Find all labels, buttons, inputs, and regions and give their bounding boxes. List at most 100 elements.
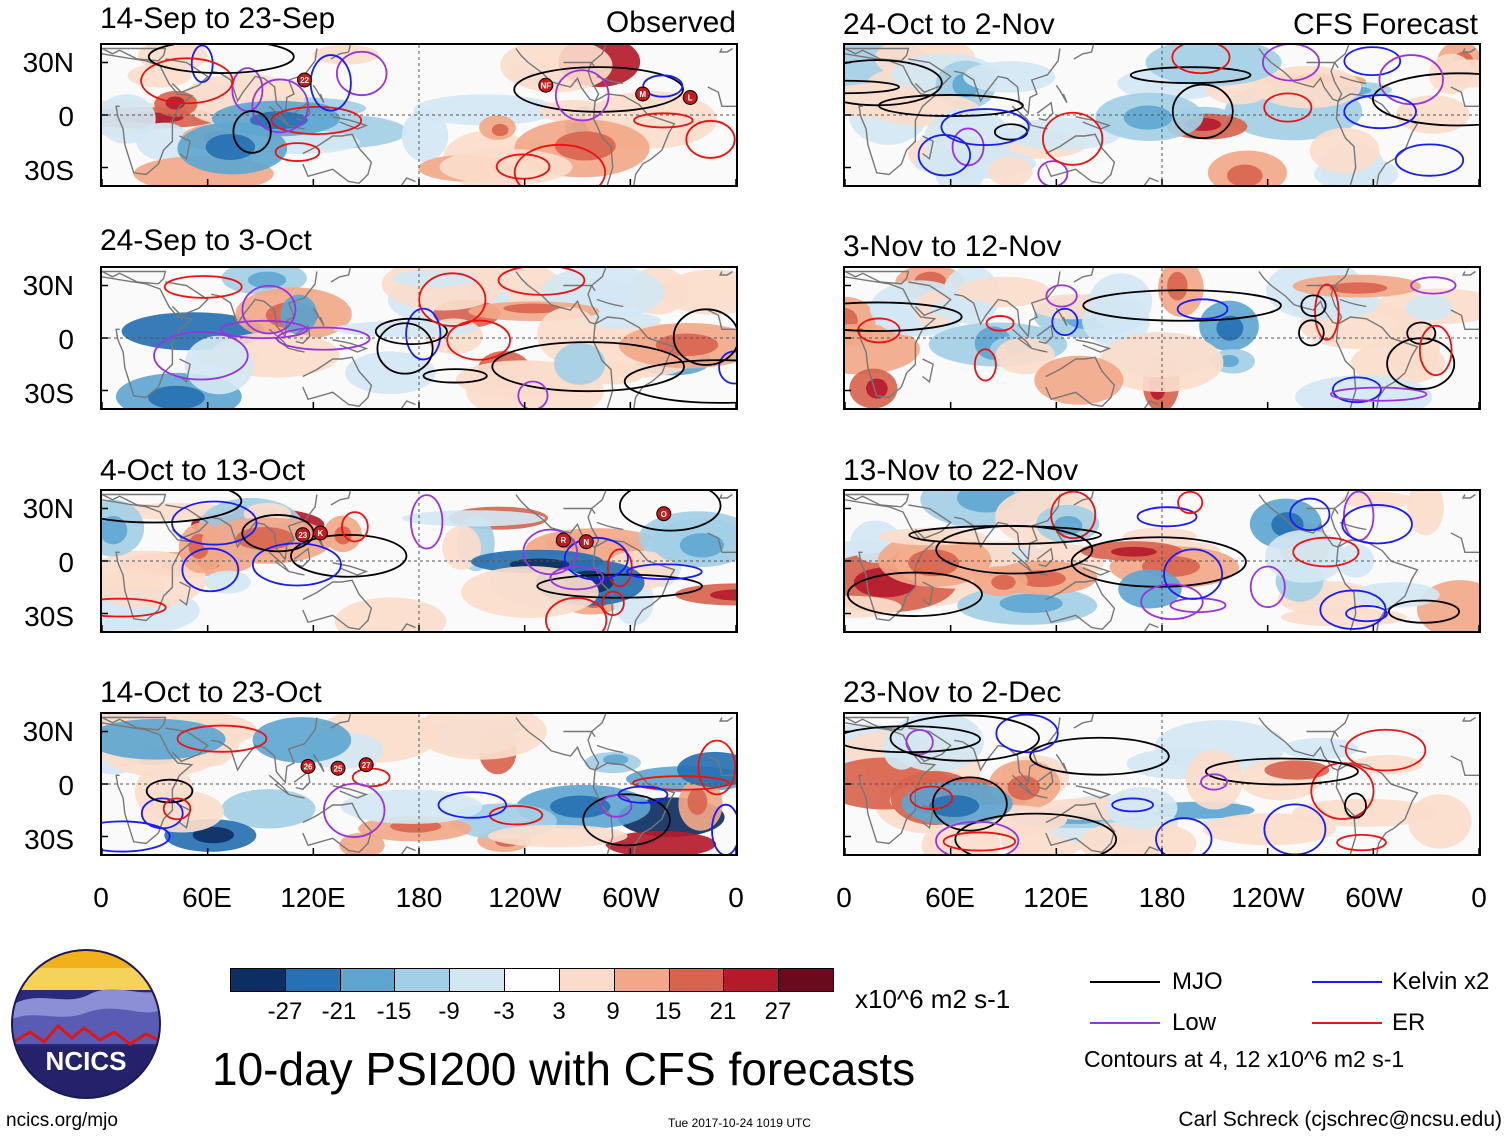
kelvin-contour [1263, 803, 1327, 854]
mjo-contour [1204, 757, 1359, 786]
positive-anomaly-core [866, 378, 888, 399]
colorbar-swatch [668, 968, 725, 992]
storm-label: L [688, 94, 693, 103]
coastline [1306, 284, 1339, 292]
negative-anomaly-region [221, 789, 316, 829]
coastline [302, 356, 373, 408]
kelvin-contour [1289, 497, 1331, 532]
positive-anomaly-region [1185, 749, 1244, 810]
legend-mjo-label: MJO [1172, 968, 1223, 995]
footer-url[interactable]: ncics.org/mjo [6, 1110, 118, 1131]
coastline [165, 58, 209, 94]
low-contour [1140, 583, 1204, 621]
coastline [400, 400, 416, 408]
storm-label: O [661, 510, 667, 519]
kelvin-contour [181, 547, 240, 593]
coastline [330, 491, 351, 506]
mjo-contour [623, 359, 736, 404]
coastline [1335, 546, 1357, 631]
er-contour [1418, 324, 1453, 377]
mjo-contour [147, 45, 295, 74]
er-contour [1171, 45, 1231, 75]
kelvin-contour [563, 536, 629, 581]
low-contour [600, 794, 633, 818]
positive-anomaly-region [605, 830, 716, 854]
storm-label: 25 [334, 764, 343, 773]
coastline [563, 730, 596, 738]
lon-label-60w: 60W [602, 882, 660, 913]
coastline [211, 271, 318, 339]
coastline [594, 762, 676, 854]
colorbar-swatch [230, 968, 286, 992]
er-contour [942, 831, 1017, 852]
er-contour [418, 272, 487, 327]
coastline [718, 493, 733, 499]
er-contour [545, 597, 608, 631]
mjo-contour [908, 525, 1102, 545]
map-svg [845, 491, 1479, 631]
coastline [1031, 124, 1048, 130]
negative-anomaly-core [192, 826, 235, 844]
kelvin-contour [1331, 376, 1382, 404]
positive-anomaly-region [487, 824, 628, 848]
coastline [1339, 744, 1367, 754]
negative-anomaly-region [554, 342, 606, 385]
negative-anomaly-core [205, 133, 256, 161]
kelvin-contour [102, 820, 171, 853]
er-contour [1050, 491, 1097, 540]
coastline [845, 493, 910, 508]
mjo-contour [491, 341, 686, 393]
lon-label-120e: 120E [1023, 882, 1089, 913]
low-contour [1261, 45, 1321, 82]
legend-kelvin-line [1312, 981, 1382, 983]
low-contour [241, 284, 297, 335]
contours-note: Contours at 4, 12 x10^6 m2 s-1 [1084, 1046, 1405, 1072]
positive-anomaly-core [1110, 546, 1157, 557]
coastline [845, 499, 937, 622]
mjo-contour [1372, 72, 1479, 127]
coastline [165, 281, 209, 317]
negative-anomaly-region [963, 61, 1056, 93]
colorbar-swatch [284, 968, 341, 992]
low-contour [1045, 284, 1078, 308]
coastline [954, 271, 1061, 339]
coastline [400, 177, 416, 185]
map-svg [102, 268, 736, 408]
positive-anomaly-region [415, 714, 547, 760]
positive-anomaly-region [1123, 527, 1197, 545]
coastline [1461, 716, 1476, 722]
coastline [563, 61, 596, 69]
er-contour [1042, 111, 1104, 166]
mjo-contour [513, 66, 684, 113]
coastline [288, 124, 305, 130]
coastline [302, 133, 373, 185]
kelvin-contour [251, 542, 342, 587]
positive-anomaly-region [442, 525, 482, 570]
map-panel-fcst-1 [843, 43, 1481, 187]
coastline [1461, 47, 1476, 53]
map-panel-obs-1: 22 NF M L [100, 43, 738, 187]
positive-anomaly-region [1264, 760, 1330, 780]
mjo-contour [672, 308, 736, 366]
colorbar-label: 9 [606, 998, 620, 1025]
coastline [1036, 324, 1054, 345]
positive-anomaly-region [1099, 332, 1224, 393]
lat-label-eq: 0 [58, 770, 74, 801]
mjo-contour [845, 79, 900, 95]
coastline [1073, 491, 1094, 506]
positive-anomaly-region [1388, 318, 1440, 379]
mjo-contour [536, 573, 703, 599]
storm-marker: R [555, 532, 571, 548]
negative-anomaly-region [1106, 786, 1178, 830]
lon-label-120w: 120W [488, 882, 562, 913]
coastline [268, 551, 290, 573]
lat-label-30n: 30N [22, 716, 74, 747]
low-contour [1037, 160, 1069, 185]
kelvin-contour [1163, 548, 1223, 600]
coastline [1031, 793, 1048, 799]
mjo-contour [845, 59, 943, 107]
coastline [102, 47, 167, 62]
negative-anomaly-region [1405, 295, 1453, 321]
lat-label-30s: 30S [24, 155, 74, 186]
er-contour [697, 739, 736, 796]
